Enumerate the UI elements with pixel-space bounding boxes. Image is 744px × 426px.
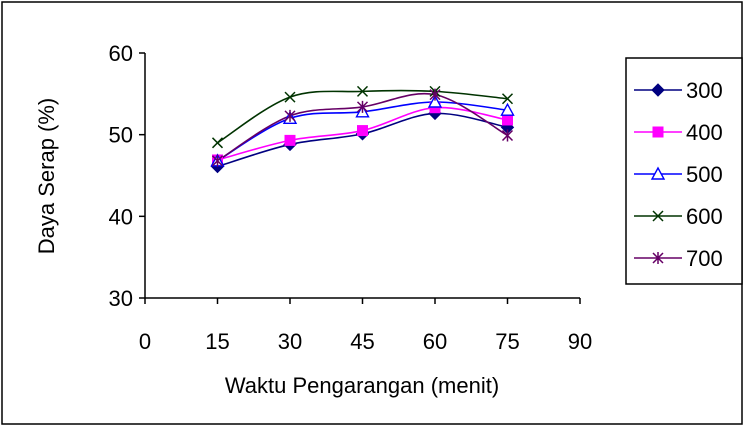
y-tick-label: 40	[109, 204, 133, 229]
series-markers	[210, 85, 515, 174]
x-tick-label: 90	[568, 329, 592, 354]
legend-box	[625, 57, 743, 285]
data-point-500	[427, 94, 443, 108]
legend-label-600: 600	[686, 204, 723, 229]
legend-label-500: 500	[686, 162, 723, 187]
legend-marker-300	[651, 83, 665, 97]
x-tick-label: 75	[495, 329, 519, 354]
x-tick-label: 30	[278, 329, 302, 354]
x-axis-title: Waktu Pengarangan (menit)	[225, 373, 499, 398]
data-point-700	[501, 129, 514, 142]
y-tick-label: 50	[109, 123, 133, 148]
legend: 300 400 500 600 700	[634, 78, 723, 271]
legend-marker-500	[650, 166, 666, 180]
axes: 30 40 50 60 0 15 30 45 60 75 90	[109, 41, 593, 354]
data-point-700	[284, 109, 296, 122]
data-point-600	[211, 137, 224, 149]
x-tick-label: 45	[350, 329, 374, 354]
data-point-400	[502, 114, 513, 126]
data-point-500	[500, 102, 515, 116]
data-point-600	[501, 93, 514, 105]
legend-marker-600	[652, 210, 664, 222]
legend-label-400: 400	[686, 120, 723, 145]
data-point-700	[356, 100, 369, 113]
y-tick-label: 30	[109, 286, 133, 311]
data-point-400	[284, 134, 296, 146]
legend-label-700: 700	[686, 246, 723, 271]
data-point-700	[211, 154, 224, 167]
legend-label-300: 300	[686, 78, 723, 103]
data-point-600	[284, 91, 296, 103]
x-tick-label: 0	[139, 329, 151, 354]
data-point-600	[356, 85, 369, 97]
y-tick-label: 60	[109, 41, 133, 66]
legend-marker-700	[652, 252, 664, 264]
legend-marker-400	[652, 126, 664, 138]
x-tick-label: 15	[205, 329, 229, 354]
data-point-400	[357, 125, 368, 137]
x-tick-label: 60	[423, 329, 447, 354]
y-axis-title: Daya Serap (%)	[34, 98, 59, 255]
data-point-700	[429, 88, 441, 101]
